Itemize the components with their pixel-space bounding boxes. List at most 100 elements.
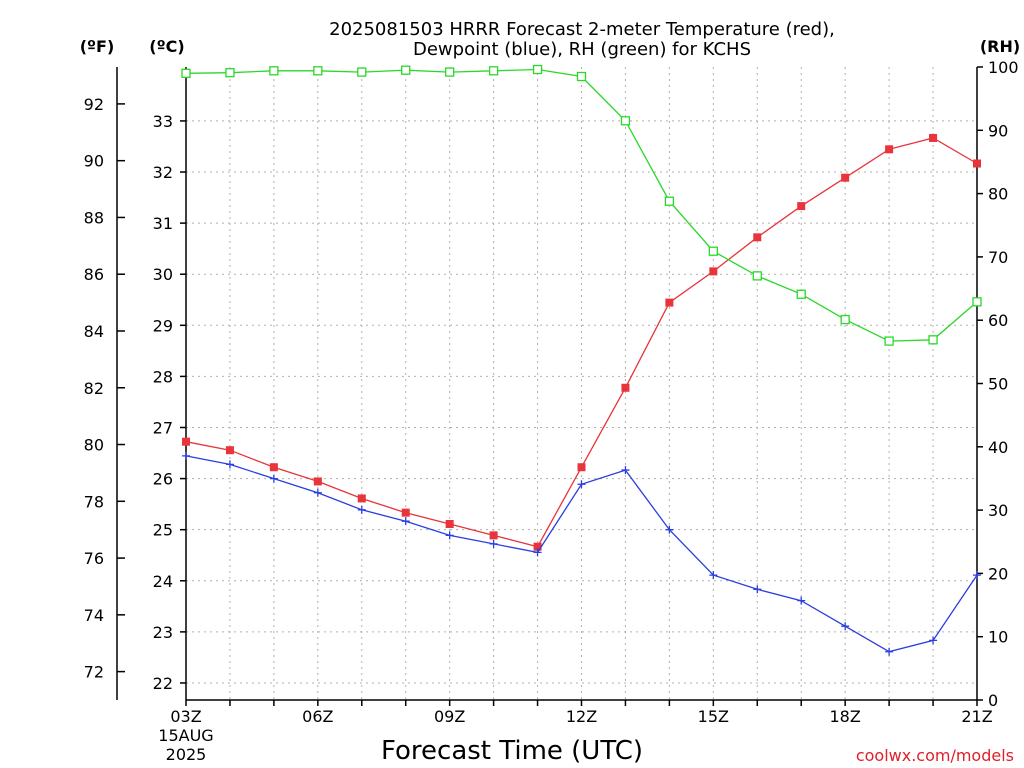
x-tick-label: 09Z (434, 707, 465, 726)
dewpoint-point (929, 636, 938, 645)
rh-point (313, 66, 323, 76)
x-axis-label: Forecast Time (UTC) (381, 736, 643, 766)
temperature-point (182, 437, 190, 446)
dewpoint-point (841, 622, 850, 631)
celsius-tick-label: 27 (153, 418, 173, 437)
fahrenheit-tick-label: 88 (84, 208, 104, 227)
rh-point (181, 68, 191, 78)
dewpoint-point (533, 548, 542, 557)
credit-text: coolwx.com/models (856, 746, 1014, 765)
temperature-point (665, 298, 674, 307)
fahrenheit-tick-label: 74 (84, 606, 104, 625)
dewpoint-point (621, 466, 630, 475)
celsius-tick-label: 22 (153, 674, 173, 693)
rh-tick-label: 90 (988, 121, 1008, 140)
temperature-point (929, 133, 938, 142)
celsius-tick-label: 29 (153, 316, 173, 335)
start-date-line2: 2025 (166, 745, 207, 764)
temperature-point (709, 267, 718, 276)
temperature-point (445, 520, 454, 529)
rh-point (884, 336, 894, 346)
fahrenheit-tick-label: 86 (84, 265, 104, 284)
dewpoint-point (577, 480, 586, 489)
celsius-tick-label: 32 (153, 163, 173, 182)
rh-point (401, 65, 411, 75)
celsius-tick-label: 24 (153, 572, 173, 591)
temperature-point (357, 494, 366, 503)
unit-label-rh: (RH) (980, 37, 1020, 56)
fahrenheit-tick-label: 90 (84, 152, 104, 171)
grid-layer (186, 67, 977, 700)
temperature-point (489, 531, 498, 540)
unit-label-celsius: (ºC) (149, 37, 184, 56)
dewpoint-point (753, 585, 762, 594)
rh-point (752, 271, 762, 281)
rh-point (532, 64, 543, 75)
rh-point (357, 67, 367, 77)
dewpoint-point (269, 474, 278, 483)
axes-layer: 72 74 76 78 80 82 84 86 88 90 92 22 23 24 25 26 27 28 29 30… (84, 58, 1019, 726)
fahrenheit-tick-label: 78 (84, 492, 104, 511)
dewpoint-point (489, 539, 498, 548)
dewpoint-point (665, 525, 674, 534)
temperature-point (797, 202, 806, 211)
x-tick-label: 15Z (698, 707, 729, 726)
dewpoint-point (182, 451, 190, 460)
rh-point (840, 314, 850, 325)
dewpoint-point (709, 571, 718, 580)
x-tick-label: 18Z (830, 707, 861, 726)
temperature-point (753, 233, 762, 242)
x-tick-label: 21Z (961, 707, 992, 726)
dewpoint-point (401, 517, 410, 526)
rh-point (796, 289, 806, 299)
temperature-point (973, 159, 981, 168)
rh-point (928, 335, 938, 345)
fahrenheit-tick-label: 92 (84, 95, 104, 114)
rh-point (576, 71, 587, 82)
x-tick-label: 06Z (302, 707, 333, 726)
rh-tick-label: 100 (988, 58, 1019, 77)
celsius-tick-label: 30 (153, 265, 173, 284)
temperature-point (841, 173, 850, 182)
rh-point (972, 297, 982, 307)
dewpoint-point (357, 505, 366, 514)
fahrenheit-tick-label: 84 (84, 322, 104, 341)
x-tick-label: 03Z (170, 707, 201, 726)
temperature-point (577, 463, 586, 472)
dewpoint-point (973, 571, 981, 580)
temperature-point (401, 508, 410, 517)
fahrenheit-tick-label: 72 (84, 663, 104, 682)
temperature-point (225, 446, 234, 455)
celsius-tick-label: 26 (153, 470, 173, 489)
temperature-point (533, 542, 542, 551)
rh-tick-label: 80 (988, 185, 1008, 204)
temperature-point (885, 145, 894, 154)
dewpoint-point (225, 460, 234, 469)
temperature-point (621, 383, 630, 392)
temperature-point (269, 463, 278, 472)
rh-tick-label: 50 (988, 375, 1008, 394)
rh-point (269, 66, 279, 76)
dewpoint-point (885, 647, 894, 656)
celsius-tick-label: 23 (153, 623, 173, 642)
start-date-line1: 15AUG (158, 726, 213, 745)
rh-tick-label: 70 (988, 248, 1008, 267)
temperature-point (313, 477, 322, 486)
celsius-tick-label: 25 (153, 521, 173, 540)
rh-point (664, 196, 675, 206)
unit-label-fahrenheit: (ºF) (80, 37, 115, 56)
rh-tick-label: 40 (988, 438, 1008, 457)
series-layer (181, 64, 982, 656)
fahrenheit-tick-label: 76 (84, 549, 104, 568)
rh-point (225, 68, 235, 78)
fahrenheit-tick-label: 82 (84, 379, 104, 398)
dewpoint-point (797, 596, 806, 605)
dewpoint-point (313, 488, 322, 497)
chart-title-line2: Dewpoint (blue), RH (green) for KCHS (413, 39, 751, 60)
rh-point (445, 67, 455, 77)
x-tick-label: 12Z (566, 707, 597, 726)
celsius-tick-label: 31 (153, 214, 173, 233)
rh-point (620, 116, 631, 126)
rh-tick-label: 0 (988, 691, 998, 710)
